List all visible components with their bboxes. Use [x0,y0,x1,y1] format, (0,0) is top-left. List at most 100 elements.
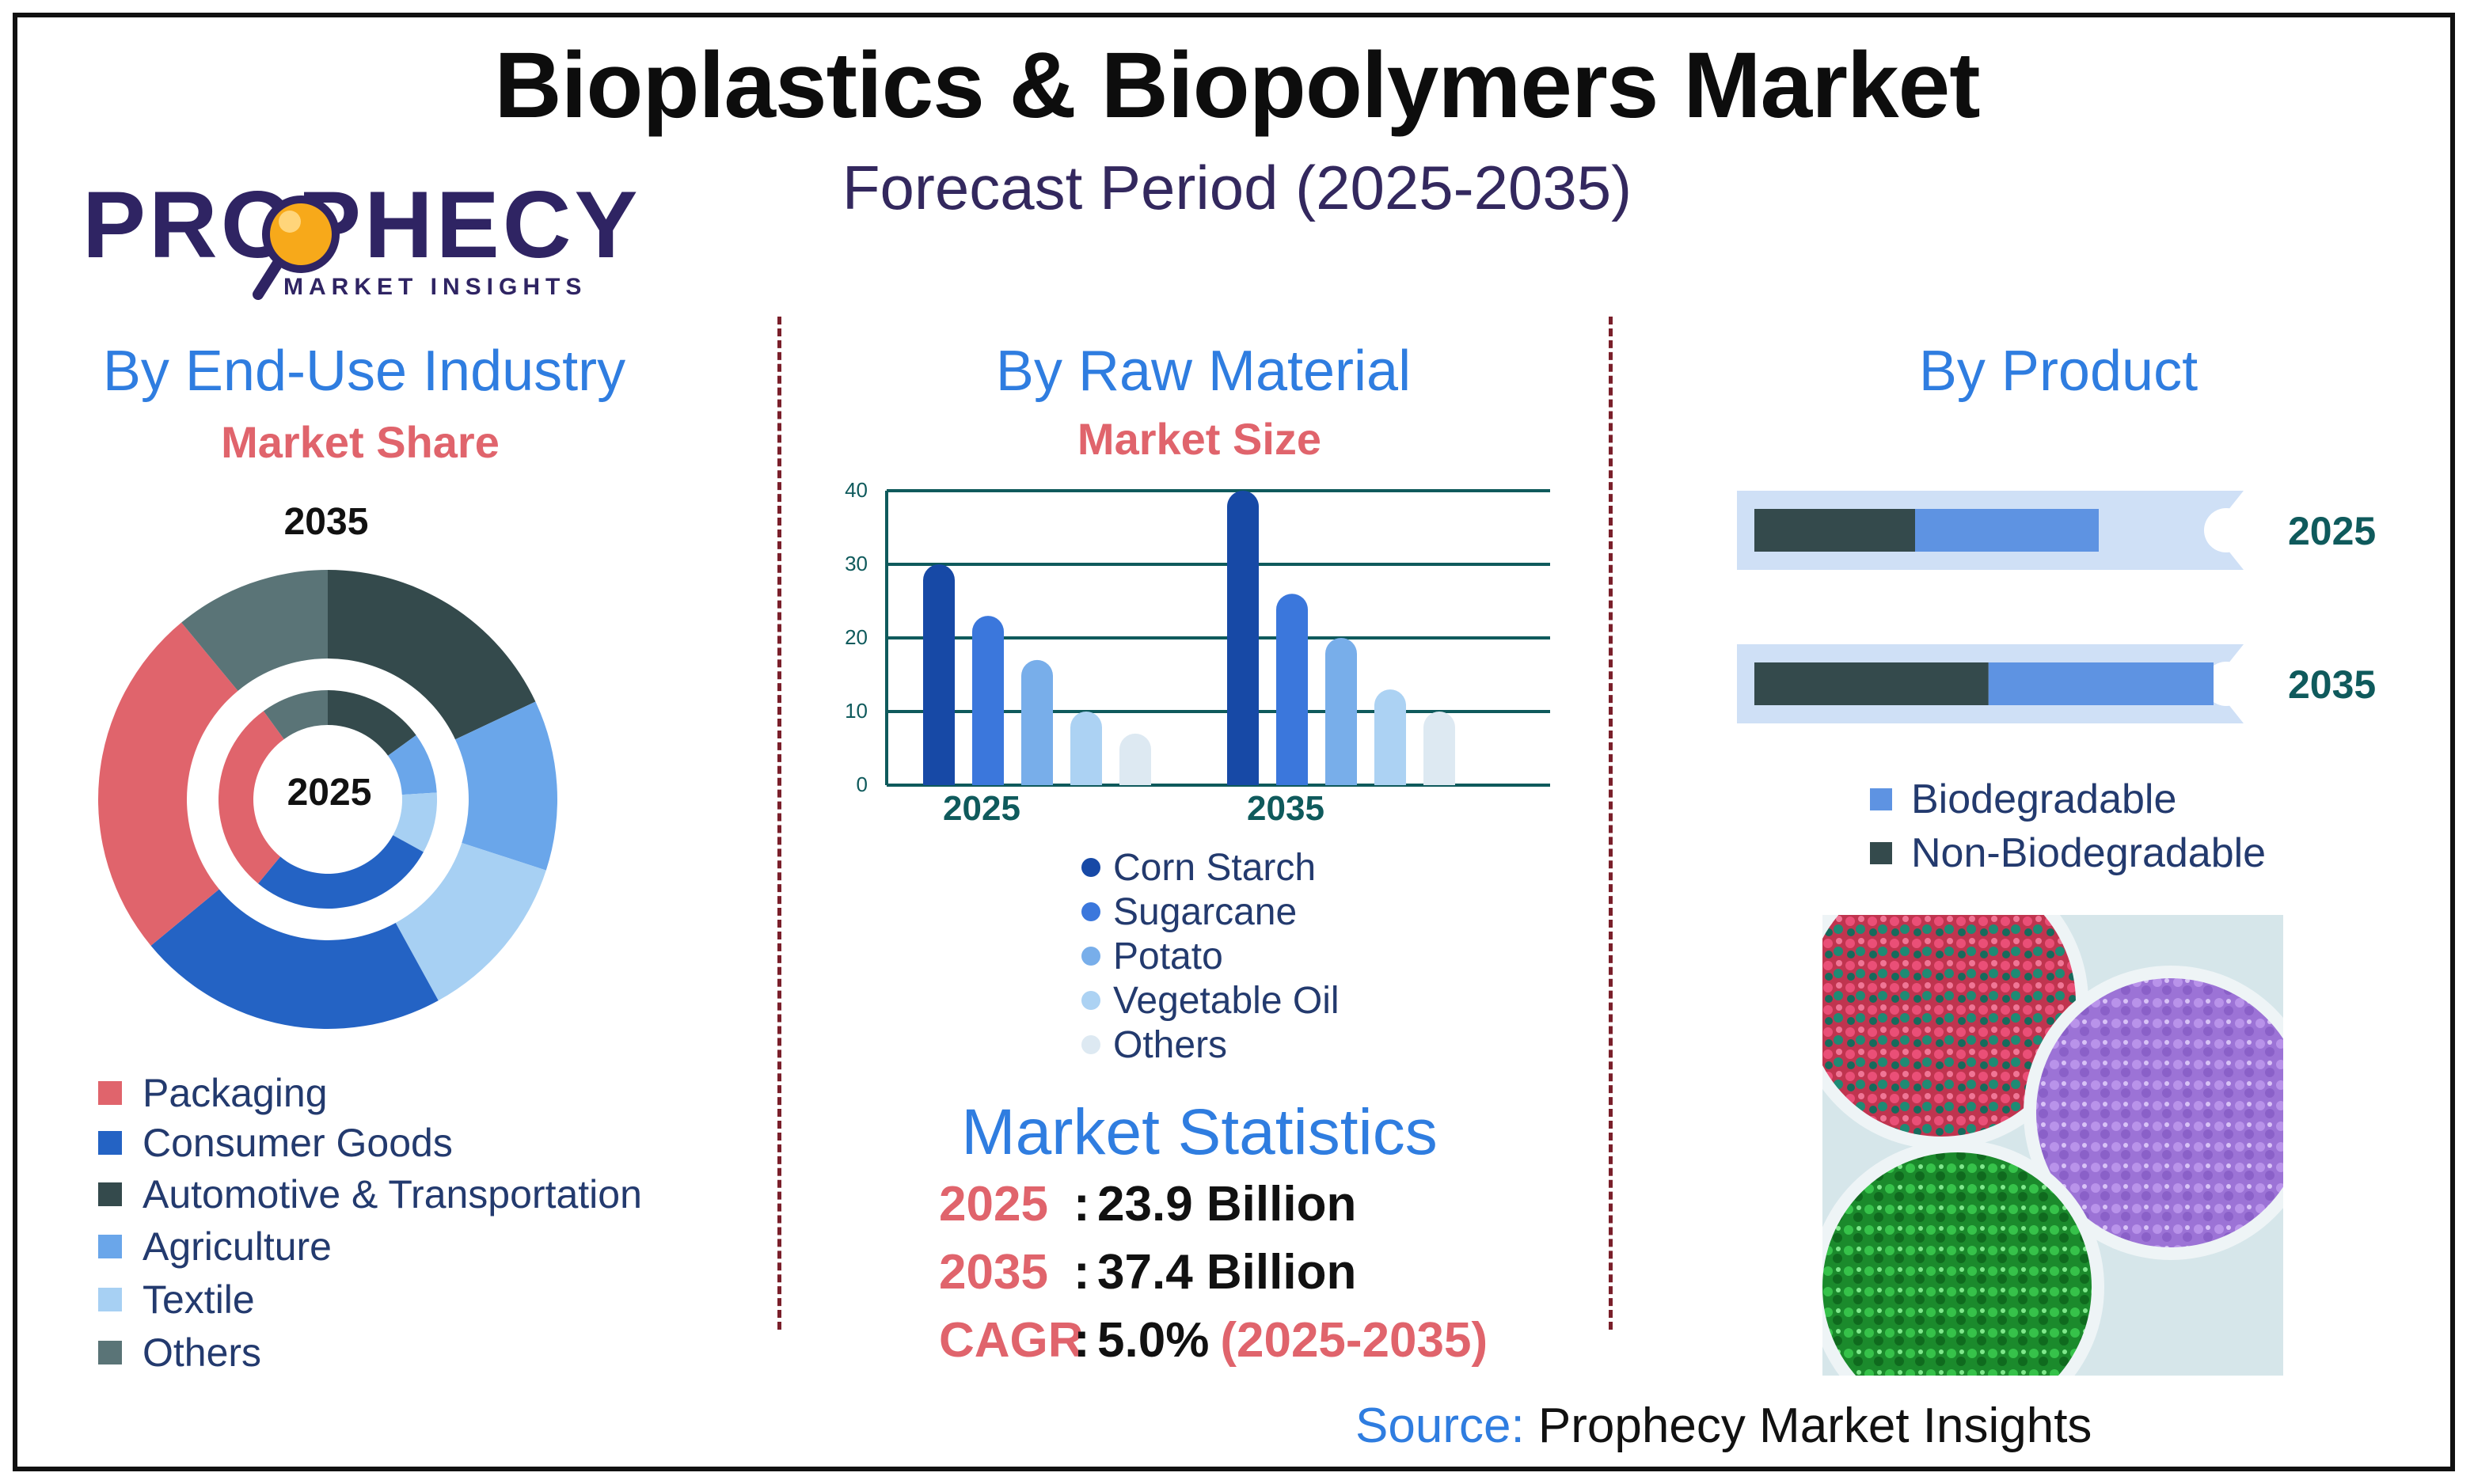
legend-label: Vegetable Oil [1113,979,1340,1022]
x-category-label: 2025 [943,789,1020,828]
legend-swatch [98,1081,122,1105]
legend-item-textile: Textile [98,1273,642,1326]
product-year-label: 2035 [2288,662,2376,707]
inner-ring-year: 2025 [287,772,372,814]
legend-label: Others [143,1330,262,1375]
end-use-donut-chart [98,570,558,1029]
bar-2035-biodegradable [1988,662,2214,705]
bar-2025-biodegradable [1915,509,2099,552]
source-text: Prophecy Market Insights [1537,1399,2092,1453]
product-legend: Biodegradable Non-Biodegradable [1870,772,2266,880]
outer-ring-slice-others [181,570,328,691]
bar-2025-non-biodegradable [1754,509,1915,552]
end-use-subheading: Market Share [221,417,500,467]
legend-label: Packaging [143,1071,328,1115]
legend-swatch [98,1235,122,1258]
legend-swatch [1870,788,1892,810]
legend-item-consumer-goods: Consumer Goods [98,1118,642,1168]
logo: PROPHECY MARKET INSIGHTS [82,177,637,304]
market-statistics-heading: Market Statistics [961,1096,1438,1168]
ribbon-notch [2204,508,2248,552]
outer-ring-slice-consumer-goods [150,889,439,1029]
source-note: Source: Prophecy Market Insights [1355,1398,2092,1454]
legend-item-packaging: Packaging [98,1068,642,1118]
bar-2035-sugarcane [1276,594,1308,785]
legend-dot [1081,902,1100,921]
stat-key: 2025 [939,1177,1048,1232]
y-tick-label: 20 [845,625,868,649]
raw-material-legend: Corn Starch Sugarcane Potato Vegetable O… [1081,845,1340,1067]
stat-colon: : [1074,1245,1090,1300]
bar-2035-non-biodegradable [1754,662,1989,705]
end-use-heading: By End-Use Industry [102,340,626,403]
x-category-label: 2035 [1247,789,1324,828]
dish-purple-granules [2036,978,2283,1247]
raw-material-subheading: Market Size [1077,414,1322,464]
stat-row-cagr: CAGR : 5.0% (2025-2035) [939,1312,1488,1380]
legend-item-automotive: Automotive & Transportation [98,1168,642,1220]
divider-right [1609,317,1613,1330]
inner-ring-slice-automotive-transportation [328,690,416,756]
page-title: Bioplastics & Biopolymers Market [494,33,1980,138]
product-year-label: 2025 [2288,509,2376,553]
bar-2035-potato [1325,638,1357,785]
inner-ring-slice-agriculture [388,734,437,795]
legend-item-biodegradable: Biodegradable [1870,772,2266,826]
y-tick-label: 0 [857,772,868,796]
legend-item-agriculture: Agriculture [98,1220,642,1273]
legend-dot [1081,947,1100,966]
legend-swatch [98,1131,122,1155]
legend-label: Agriculture [143,1224,332,1269]
legend-item-non-biodegradable: Non-Biodegradable [1870,826,2266,880]
inner-ring-slice-others [263,690,328,739]
magnifier-icon [253,195,340,300]
logo-wordmark: PROPHECY [82,172,641,278]
stat-colon: : [1074,1313,1090,1368]
stat-row-2035: 2035 : 37.4 Billion [939,1244,1488,1312]
stat-row-2025: 2025 : 23.9 Billion [939,1176,1488,1244]
legend-label: Automotive & Transportation [143,1172,642,1216]
legend-dot [1081,991,1100,1010]
y-tick-label: 40 [845,478,868,502]
legend-swatch [98,1288,122,1311]
logo-tagline: MARKET INSIGHTS [283,274,587,300]
outer-ring-slice-packaging [98,622,238,946]
legend-label: Potato [1113,935,1223,977]
product-heading: By Product [1918,340,2198,403]
bar-2025-sugarcane [972,616,1004,785]
outer-ring-slice-agriculture [455,701,558,871]
legend-item-others: Others [1081,1023,1340,1067]
stat-period: (2025-2035) [1220,1313,1488,1368]
legend-dot [1081,1035,1100,1054]
ribbon-notch [2204,662,2248,706]
raw-material-bar-chart: 0 10 20 30 40 2025 2035 [845,478,1550,828]
source-label: Source: [1355,1399,1525,1453]
y-tick-label: 10 [845,699,868,723]
bar-2035-corn-starch [1227,491,1259,785]
end-use-legend: Packaging Consumer Goods Automotive & Tr… [98,1068,642,1379]
bar-2035-others [1423,712,1455,785]
bioplastic-granules-photo [1822,915,2283,1376]
legend-swatch [98,1182,122,1206]
market-statistics: 2025 : 23.9 Billion 2035 : 37.4 Billion … [939,1176,1488,1380]
inner-ring-slice-packaging [219,711,284,884]
bar-2025-others [1119,733,1151,785]
stat-value: 37.4 Billion [1097,1245,1357,1300]
inner-ring-slice-consumer-goods [258,835,424,909]
page-subtitle: Forecast Period (2025-2035) [842,153,1632,222]
legend-swatch [98,1341,122,1364]
legend-label: Textile [143,1277,255,1322]
legend-item-sugarcane: Sugarcane [1081,890,1340,934]
outer-ring-slice-textile [395,843,546,1001]
outer-ring-year: 2035 [283,501,369,543]
legend-item-potato: Potato [1081,934,1340,978]
legend-item-others: Others [98,1326,642,1379]
legend-swatch [1870,842,1892,864]
inner-ring-slice-textile [393,792,437,852]
stat-value: 5.0% [1097,1313,1210,1368]
legend-item-vegetable-oil: Vegetable Oil [1081,978,1340,1023]
bar-2025-vegetable-oil [1070,712,1102,785]
legend-label: Others [1113,1023,1228,1066]
dish-mixed-granules [1822,915,2076,1137]
legend-label: Consumer Goods [143,1121,453,1165]
